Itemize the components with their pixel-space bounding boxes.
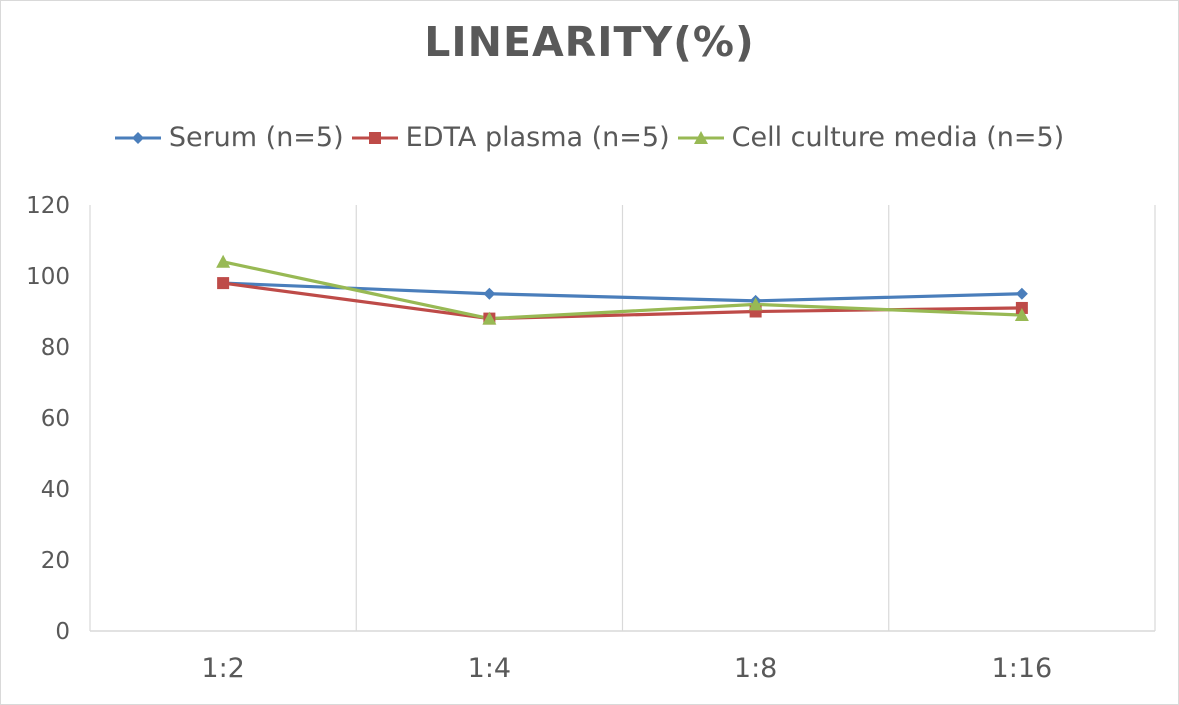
legend-swatch-cell-culture-media [677, 130, 724, 144]
y-tick-label: 60 [41, 406, 70, 432]
x-tick-label: 1:4 [468, 653, 511, 684]
data-point-serum [483, 287, 496, 300]
legend-label-cell-culture-media: Cell culture media (n=5) [731, 122, 1065, 153]
legend-swatch-serum [114, 131, 161, 144]
y-tick-label: 40 [41, 477, 70, 503]
legend-item-cell-culture-media: Cell culture media (n=5) [677, 122, 1065, 153]
data-point-edta-plasma [1015, 301, 1028, 314]
data-point-cell-culture-media [216, 254, 231, 268]
x-tick-label: 1:2 [201, 653, 244, 684]
y-tick-label: 120 [26, 193, 70, 219]
data-point-cell-culture-media [482, 311, 497, 325]
series-line-cell-culture-media [222, 260, 1022, 321]
legend-swatch-edta-plasma [351, 131, 398, 144]
legend-label-serum: Serum (n=5) [168, 122, 344, 153]
y-tick-label: 0 [55, 619, 70, 645]
legend-item-edta-plasma: EDTA plasma (n=5) [351, 122, 670, 153]
legend-item-serum: Serum (n=5) [114, 122, 344, 153]
y-tick-label: 100 [26, 264, 70, 290]
legend-label-edta-plasma: EDTA plasma (n=5) [405, 122, 670, 153]
data-point-cell-culture-media [1014, 308, 1029, 322]
x-tick-label: 1:16 [992, 653, 1053, 684]
chart-title: LINEARITY(%) [424, 18, 755, 66]
y-tick-label: 80 [41, 335, 70, 361]
y-tick-label: 20 [41, 548, 70, 574]
legend: Serum (n=5) EDTA plasma (n=5) Cell cultu… [0, 122, 1179, 153]
data-point-cell-culture-media [748, 297, 763, 311]
data-point-edta-plasma [217, 277, 230, 290]
data-point-serum [1015, 287, 1028, 300]
series-line-serum [223, 281, 1022, 303]
x-tick-label: 1:8 [734, 653, 777, 684]
